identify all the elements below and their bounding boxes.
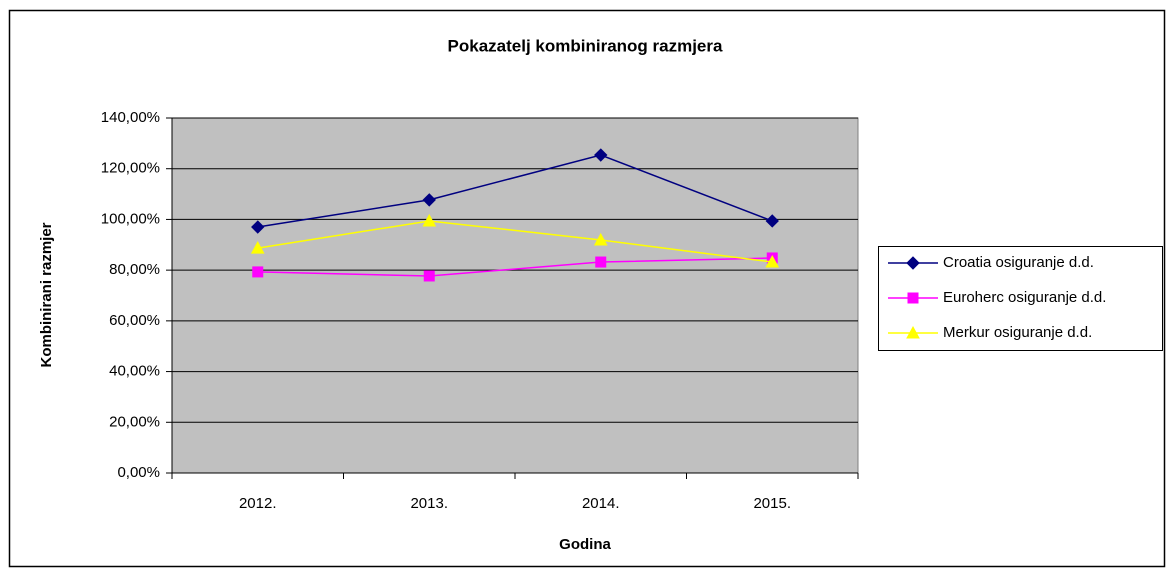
- legend-label: Euroherc osiguranje d.d.: [943, 289, 1106, 306]
- marker: [250, 241, 265, 254]
- x-tick-label: 2014.: [582, 495, 620, 512]
- marker: [251, 220, 265, 234]
- series-line: [257, 154, 773, 228]
- x-axis-label: Godina: [559, 536, 611, 553]
- x-tick-label: 2013.: [410, 495, 448, 512]
- y-tick-label: 20,00%: [109, 413, 160, 430]
- y-tick-label: 120,00%: [101, 160, 160, 177]
- legend-marker: [907, 292, 919, 304]
- y-tick-label: 0,00%: [117, 464, 160, 481]
- y-tick-label: 40,00%: [109, 363, 160, 380]
- marker: [252, 266, 264, 278]
- marker: [595, 256, 607, 268]
- legend-label: Merkur osiguranje d.d.: [943, 324, 1092, 341]
- y-tick-label: 140,00%: [101, 109, 160, 126]
- y-tick-label: 60,00%: [109, 312, 160, 329]
- y-tick-label: 80,00%: [109, 261, 160, 278]
- chart-title: Pokazatelj kombiniranog razmjera: [448, 36, 723, 55]
- marker: [593, 232, 608, 246]
- series-line: [257, 220, 773, 263]
- x-tick-label: 2015.: [753, 495, 791, 512]
- y-axis-label: Kombinirani razmjer: [38, 222, 55, 367]
- x-tick-label: 2012.: [239, 495, 277, 512]
- marker: [594, 148, 608, 162]
- marker: [422, 213, 437, 227]
- legend-marker: [906, 325, 920, 339]
- y-tick-label: 100,00%: [101, 210, 160, 227]
- legend-marker: [906, 256, 920, 270]
- plot-area: [171, 117, 859, 474]
- marker: [765, 254, 780, 268]
- marker: [422, 193, 436, 207]
- marker: [423, 270, 435, 282]
- legend-label: Croatia osiguranje d.d.: [943, 254, 1094, 271]
- series-line: [257, 257, 773, 277]
- marker: [765, 214, 779, 228]
